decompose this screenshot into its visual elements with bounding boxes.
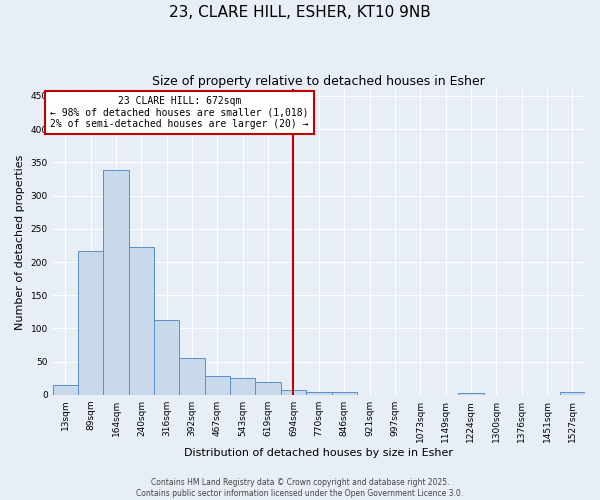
Bar <box>154 320 179 395</box>
Bar <box>103 170 129 395</box>
Text: 23, CLARE HILL, ESHER, KT10 9NB: 23, CLARE HILL, ESHER, KT10 9NB <box>169 5 431 20</box>
Text: 23 CLARE HILL: 672sqm
← 98% of detached houses are smaller (1,018)
2% of semi-de: 23 CLARE HILL: 672sqm ← 98% of detached … <box>50 96 308 129</box>
Bar <box>230 378 256 395</box>
Bar <box>53 385 78 395</box>
Bar <box>78 252 103 395</box>
Bar <box>205 376 230 395</box>
Title: Size of property relative to detached houses in Esher: Size of property relative to detached ho… <box>152 75 485 88</box>
Y-axis label: Number of detached properties: Number of detached properties <box>15 154 25 330</box>
X-axis label: Distribution of detached houses by size in Esher: Distribution of detached houses by size … <box>184 448 454 458</box>
Text: Contains HM Land Registry data © Crown copyright and database right 2025.
Contai: Contains HM Land Registry data © Crown c… <box>136 478 464 498</box>
Bar <box>306 392 332 395</box>
Bar <box>332 392 357 395</box>
Bar <box>179 358 205 395</box>
Bar <box>129 248 154 395</box>
Bar <box>458 393 484 395</box>
Bar <box>560 392 585 395</box>
Bar <box>281 390 306 395</box>
Bar <box>256 382 281 395</box>
